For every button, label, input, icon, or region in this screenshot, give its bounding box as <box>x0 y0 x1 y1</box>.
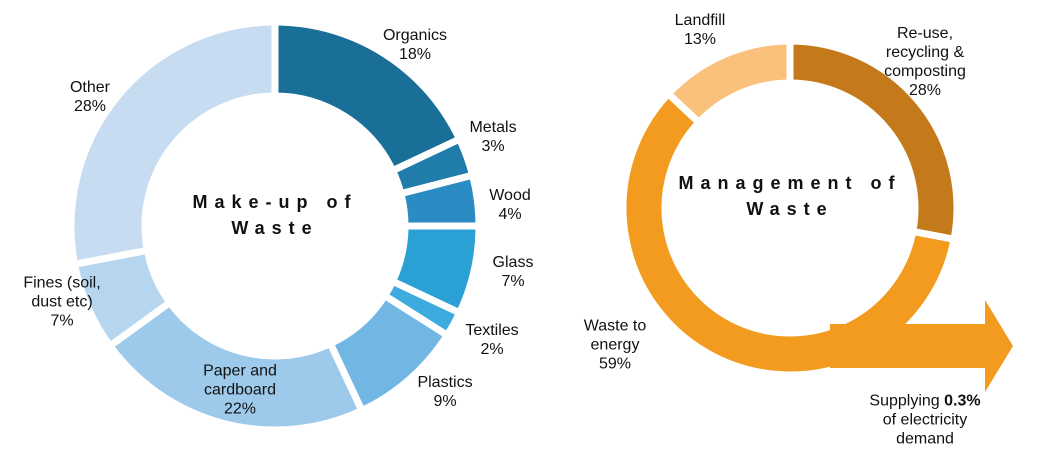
value-label: 4% <box>498 206 522 223</box>
value-label: 3% <box>481 138 505 155</box>
value-label: 7% <box>50 312 74 330</box>
value-label: 22% <box>223 400 257 418</box>
data-label: Paper and cardboard 22% <box>185 362 295 419</box>
value-label: 13% <box>683 31 717 48</box>
data-label: Textiles 2% <box>447 321 537 359</box>
category-label: Glass <box>492 254 534 271</box>
chart-title: Make-up of Waste <box>192 192 358 238</box>
data-label: Glass 7% <box>473 253 553 291</box>
category-label: Paper and cardboard <box>203 362 277 399</box>
category-label: Landfill <box>674 12 726 29</box>
category-label: Plastics <box>417 374 473 391</box>
data-label: Waste to energy 59% <box>570 317 660 374</box>
category-label: Wood <box>489 187 531 204</box>
donut-segment <box>67 18 279 269</box>
data-label: Landfill 13% <box>660 11 740 49</box>
annotation-text: of electricity demand <box>882 411 968 448</box>
arrow <box>830 300 1013 392</box>
data-label: Organics 18% <box>360 26 470 64</box>
donut-segment <box>619 88 959 379</box>
annotation: Supplying 0.3% of electricity demand <box>855 392 995 449</box>
annotation-text: Supplying <box>869 392 940 410</box>
category-label: Fines (soil, dust etc) <box>23 274 101 311</box>
donut-segment <box>105 297 367 434</box>
value-label: 59% <box>598 355 632 373</box>
category-label: Re-use, recycling & composting <box>884 25 966 80</box>
value-label: 2% <box>480 341 504 358</box>
value-label: 18% <box>398 46 432 63</box>
annotation-emphasis: 0.3% <box>944 392 981 410</box>
chart-title: Management of Waste <box>678 173 902 219</box>
value-label: 9% <box>433 393 457 410</box>
data-label: Plastics 9% <box>400 373 490 411</box>
category-label: Textiles <box>465 322 519 339</box>
data-label: Wood 4% <box>470 186 550 224</box>
value-label: 7% <box>501 273 525 290</box>
value-label: 28% <box>908 82 942 99</box>
category-label: Metals <box>469 119 517 136</box>
value-label: 28% <box>73 98 107 115</box>
category-label: Organics <box>382 27 448 44</box>
category-label: Other <box>69 79 110 96</box>
donut-segment <box>663 37 794 128</box>
data-label: Metals 3% <box>453 118 533 156</box>
data-label: Other 28% <box>50 78 130 116</box>
data-label: Fines (soil, dust etc) 7% <box>12 274 112 331</box>
data-label: Re-use, recycling & composting 28% <box>865 24 985 100</box>
category-label: Waste to energy <box>583 317 647 354</box>
